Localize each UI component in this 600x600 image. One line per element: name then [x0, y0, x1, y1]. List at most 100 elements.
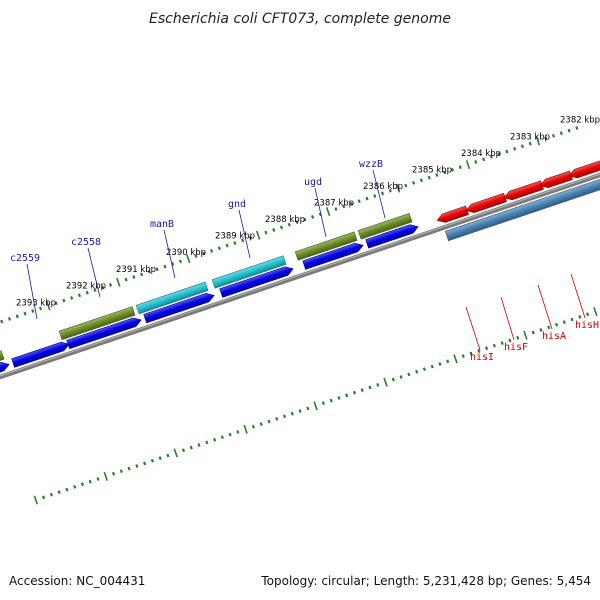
gene-label: gnd	[228, 199, 246, 210]
ruler-minor-tick	[422, 367, 426, 372]
gene-leader-line	[570, 273, 586, 319]
ruler-minor-tick	[520, 144, 524, 149]
ruler-minor-tick	[88, 479, 92, 484]
ruler-minor-tick	[365, 196, 369, 201]
ruler-minor-tick	[80, 482, 85, 487]
cds-reverse-arrow	[465, 192, 507, 213]
ruler-minor-tick	[469, 351, 473, 356]
ruler-minor-tick	[311, 215, 315, 219]
ruler-minor-tick	[194, 254, 198, 258]
ruler-minor-tick	[380, 191, 385, 196]
feature-segment	[58, 306, 136, 341]
ruler-minor-tick	[513, 147, 517, 151]
ruler-minor-tick	[7, 317, 12, 321]
gene-label: hisA	[542, 331, 566, 342]
ruler-minor-tick	[213, 437, 217, 442]
cds-reverse-arrow	[436, 205, 469, 223]
ruler-major-tick	[173, 448, 178, 458]
gene-leader-line	[537, 284, 553, 330]
ruler-major-tick	[325, 207, 331, 217]
ruler-minor-tick	[135, 464, 139, 468]
ruler-major-tick	[103, 471, 108, 481]
ruler-minor-tick	[337, 396, 341, 400]
ruler-minor-tick	[93, 288, 97, 292]
ruler-minor-tick	[373, 194, 377, 198]
feature-segment	[294, 231, 358, 261]
ruler-minor-tick	[124, 277, 128, 282]
ruler-minor-tick	[279, 225, 284, 230]
ruler-major-tick	[453, 354, 458, 364]
gene-label: manB	[150, 219, 174, 230]
ruler-minor-tick	[236, 430, 240, 434]
ruler-label: 2388 kbp	[265, 215, 305, 225]
ruler-minor-tick	[500, 341, 504, 345]
cds-reverse-arrow	[568, 160, 600, 179]
ruler-minor-tick	[264, 230, 268, 235]
cds-forward-arrow	[365, 224, 419, 249]
ruler-minor-tick	[205, 440, 209, 445]
ruler-minor-tick	[458, 165, 462, 170]
ruler-minor-tick	[345, 393, 349, 398]
ruler-minor-tick	[430, 364, 434, 369]
ruler-minor-tick	[70, 296, 74, 300]
ruler-minor-tick	[282, 414, 287, 419]
ruler-minor-tick	[575, 126, 579, 130]
ruler-minor-tick	[489, 154, 493, 159]
ruler-minor-tick	[298, 409, 302, 413]
ruler-minor-tick	[539, 328, 543, 332]
ruler-minor-tick	[516, 335, 520, 340]
ruler-minor-tick	[559, 131, 563, 136]
feature-segment	[135, 281, 209, 315]
cds-reverse-arrow	[503, 180, 544, 201]
ruler-minor-tick	[259, 422, 263, 426]
ruler-minor-tick	[57, 490, 61, 494]
ruler-label: 2392 kbp	[66, 282, 106, 292]
ruler-minor-tick	[342, 204, 346, 209]
feature-track	[0, 160, 600, 373]
ruler-minor-tick	[147, 269, 151, 274]
ruler-minor-tick	[54, 301, 58, 306]
ruler-minor-tick	[85, 290, 89, 295]
ruler-minor-tick	[143, 461, 147, 466]
gene-label: wzzB	[359, 159, 383, 170]
ruler-label: 2393 kbp	[16, 299, 56, 309]
ruler-minor-tick	[349, 201, 354, 206]
gene-label: hisI	[470, 352, 494, 363]
ruler-minor-tick	[23, 311, 27, 316]
ruler-minor-tick	[49, 492, 53, 497]
ruler-minor-tick	[251, 424, 255, 429]
ruler-minor-tick	[225, 243, 229, 248]
accession-label: Accession: NC_004431	[9, 574, 146, 588]
ruler-minor-tick	[155, 267, 159, 272]
backbone	[0, 172, 600, 380]
backbone-highlight	[0, 173, 600, 377]
ruler-minor-tick	[178, 259, 183, 264]
cds-forward-arrow	[143, 293, 215, 324]
ruler-minor-tick	[497, 152, 501, 156]
gene-label: hisH	[575, 320, 599, 331]
ruler-minor-tick	[334, 207, 338, 211]
ruler-minor-tick	[73, 485, 77, 489]
ruler-minor-tick	[96, 477, 100, 481]
ruler-minor-tick	[248, 235, 252, 240]
ruler-minor-tick	[181, 448, 186, 453]
ruler-minor-tick	[391, 377, 395, 382]
ruler-minor-tick	[140, 272, 144, 277]
ruler-minor-tick	[318, 212, 322, 217]
ruler-minor-tick	[352, 390, 357, 395]
ruler-minor-tick	[217, 246, 221, 251]
ruler-minor-tick	[42, 495, 46, 500]
ruler-minor-tick	[477, 349, 481, 353]
cds-forward-arrow	[66, 317, 142, 350]
ruler-major-tick	[465, 160, 471, 170]
ruler-minor-tick	[474, 160, 478, 164]
ruler-minor-tick	[419, 178, 423, 183]
ruler-minor-tick	[306, 406, 310, 411]
feature-segment	[0, 350, 5, 361]
ruler-label: 2386 kbp	[363, 182, 403, 192]
ruler-minor-tick	[551, 133, 556, 138]
gene-leader-line	[500, 296, 515, 341]
ruler-minor-tick	[435, 173, 439, 177]
gene-leader-line	[465, 306, 481, 351]
